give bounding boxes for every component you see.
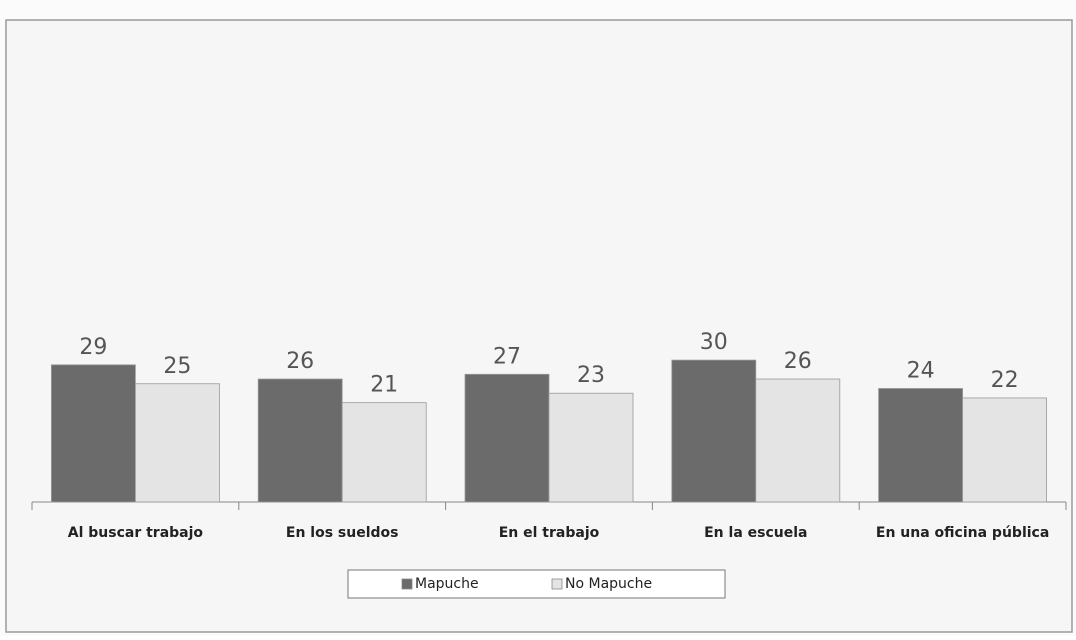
x-tick-label: En la escuela bbox=[704, 525, 807, 541]
legend-swatch bbox=[401, 578, 413, 590]
legend-label: Mapuche bbox=[415, 576, 479, 592]
value-label: 24 bbox=[907, 358, 935, 383]
chart-frame bbox=[5, 19, 1073, 633]
bar bbox=[51, 364, 136, 503]
value-label: 26 bbox=[784, 349, 812, 374]
bar bbox=[341, 402, 427, 503]
bar bbox=[671, 359, 757, 503]
x-tick-label: Al buscar trabajo bbox=[68, 525, 204, 541]
legend-label: No Mapuche bbox=[565, 576, 652, 592]
value-label: 22 bbox=[991, 368, 1019, 393]
bar bbox=[464, 373, 550, 503]
value-label: 29 bbox=[79, 335, 107, 360]
value-label: 25 bbox=[163, 354, 191, 379]
value-label: 21 bbox=[370, 373, 398, 398]
bar bbox=[134, 383, 220, 503]
value-label: 30 bbox=[700, 330, 728, 355]
value-label: 27 bbox=[493, 344, 521, 369]
x-tick-label: En una oficina pública bbox=[876, 525, 1049, 541]
legend-swatch bbox=[551, 578, 563, 590]
bar bbox=[755, 378, 841, 503]
bar bbox=[257, 378, 343, 503]
value-label: 23 bbox=[577, 363, 605, 388]
value-label: 26 bbox=[286, 349, 314, 374]
x-tick-label: En el trabajo bbox=[499, 525, 600, 541]
bar bbox=[878, 388, 963, 503]
bar bbox=[548, 392, 634, 503]
bar bbox=[962, 397, 1047, 503]
x-tick-label: En los sueldos bbox=[286, 525, 399, 541]
